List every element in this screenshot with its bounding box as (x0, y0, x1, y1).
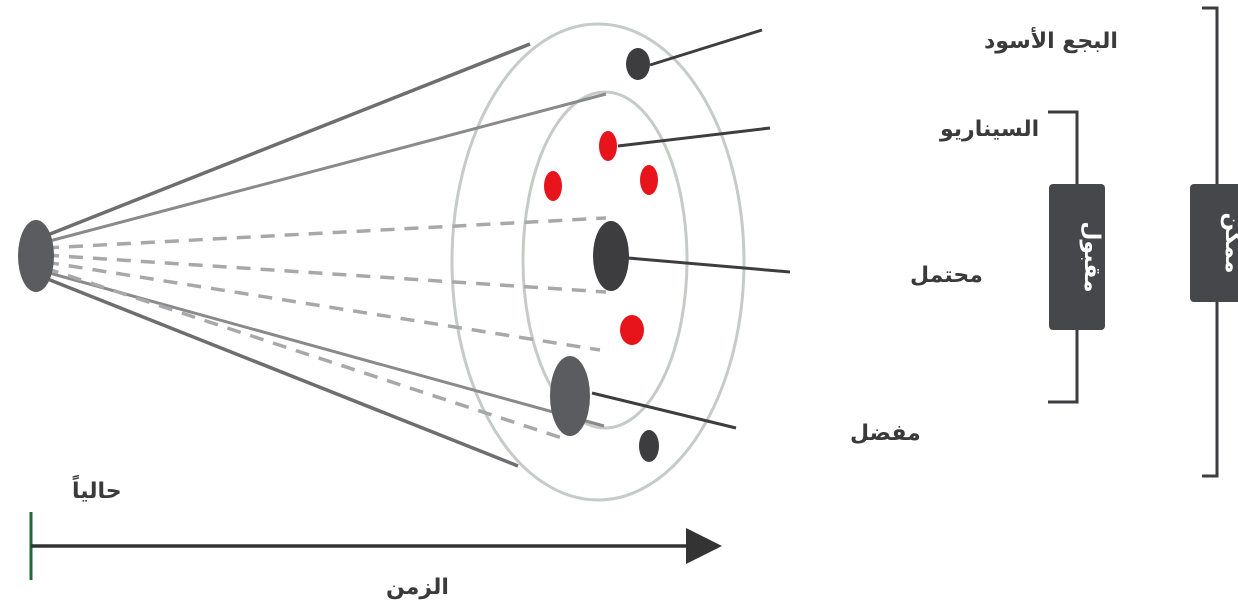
scenario-label: السيناريو (939, 117, 1039, 142)
lower-dark-dot (639, 430, 659, 462)
possible-bracket (1202, 6, 1219, 478)
time-label: الزمن (386, 575, 449, 600)
now-label: حالياً (72, 474, 122, 504)
time-axis-arrowhead (686, 528, 722, 564)
plausible-label: مقبول (1079, 221, 1104, 292)
plausible-box (1049, 184, 1105, 330)
cone-inner-lines (41, 92, 607, 428)
probable-label: محتمل (910, 263, 983, 288)
leader-lines (591, 28, 791, 430)
cone-outer-lines (39, 42, 531, 468)
preferred-label: مفضل (850, 421, 921, 446)
scenario-dot-2 (544, 171, 562, 201)
scenario-dot-1 (599, 131, 617, 161)
scenario-dot-4 (620, 315, 644, 345)
scenario-dot-3 (640, 165, 658, 195)
present-node (18, 220, 54, 292)
black-swan-label: البجع الأسود (984, 26, 1118, 54)
plausible-bracket (1048, 110, 1079, 404)
probable-node (593, 221, 629, 291)
possible-ring (450, 22, 746, 502)
possible-label: ممكن (1220, 213, 1238, 274)
plausible-ring (521, 90, 689, 430)
preferred-node (550, 356, 590, 436)
cone-dashed-lines (44, 216, 607, 442)
black-swan-dot (626, 48, 650, 80)
possible-box (1190, 184, 1238, 302)
